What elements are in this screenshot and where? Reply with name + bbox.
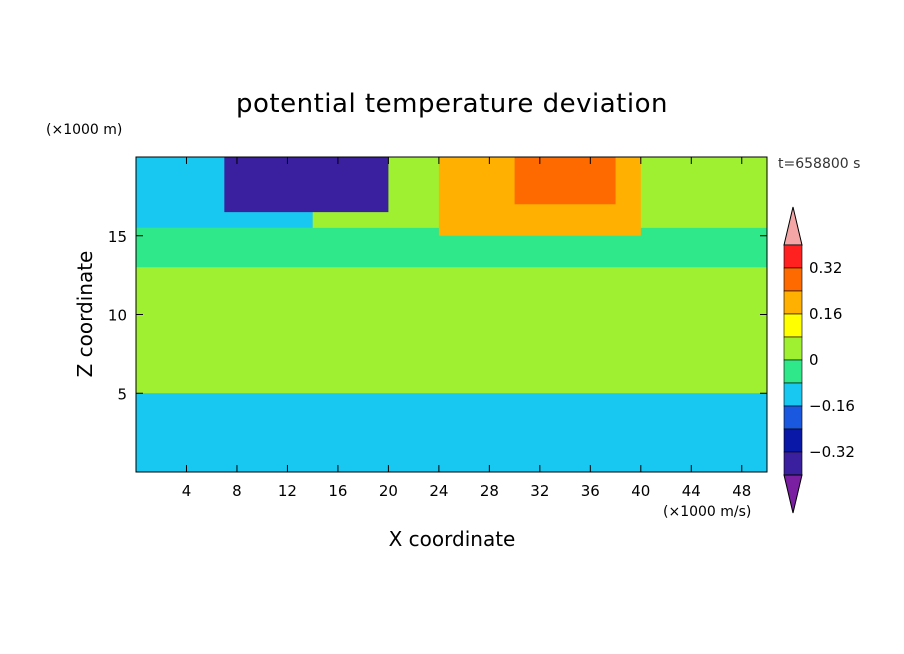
x-tick-label: 36 bbox=[581, 482, 600, 500]
y-tick-label: 15 bbox=[108, 228, 127, 246]
colorbar-label: −0.16 bbox=[809, 397, 855, 415]
colorbar-label: −0.32 bbox=[809, 443, 855, 461]
colorbar-segment bbox=[783, 290, 803, 315]
x-tick-label: 8 bbox=[232, 482, 242, 500]
field-region-7 bbox=[136, 393, 767, 472]
x-tick-label: 28 bbox=[480, 482, 499, 500]
x-tick-label: 32 bbox=[530, 482, 549, 500]
colorbar-label: 0.32 bbox=[809, 259, 842, 277]
colorbar-label: 0 bbox=[809, 351, 819, 369]
chart-title: potential temperature deviation bbox=[236, 89, 668, 119]
colorbar-segment bbox=[783, 428, 803, 453]
colorbar-segment bbox=[783, 336, 803, 361]
x-tick-label: 20 bbox=[379, 482, 398, 500]
y-unit-label: (×1000 m) bbox=[46, 122, 122, 138]
colorbar-segment bbox=[783, 451, 803, 476]
x-tick-label: 12 bbox=[278, 482, 297, 500]
field-region-4 bbox=[224, 157, 389, 213]
colorbar-extend-min bbox=[783, 474, 803, 514]
colorbar: 0.32 0.16 0 −0.16 −0.32 bbox=[783, 206, 855, 514]
colorbar-segment bbox=[783, 244, 803, 269]
x-tick-label: 40 bbox=[631, 482, 650, 500]
x-unit-label: (×1000 m/s) bbox=[663, 504, 751, 520]
colorbar-label: 0.16 bbox=[809, 305, 842, 323]
y-axis-label: Z coordinate bbox=[73, 251, 97, 378]
colorbar-segment bbox=[783, 405, 803, 430]
colorbar-extend-max bbox=[783, 206, 803, 246]
y-tick-label: 10 bbox=[108, 307, 127, 325]
colorbar-segment bbox=[783, 267, 803, 292]
time-label: t=658800 s bbox=[778, 156, 860, 172]
x-tick-label: 44 bbox=[682, 482, 701, 500]
colorbar-segment bbox=[783, 359, 803, 384]
y-tick-label: 5 bbox=[117, 385, 127, 403]
x-axis-ticks: 4 8 12 16 20 24 28 32 36 40 44 48 bbox=[182, 157, 751, 500]
y-axis-ticks: 5 10 15 bbox=[108, 228, 767, 403]
colorbar-segment bbox=[783, 382, 803, 407]
x-axis-label: X coordinate bbox=[389, 527, 516, 551]
x-tick-label: 24 bbox=[429, 482, 448, 500]
x-tick-label: 48 bbox=[732, 482, 751, 500]
x-tick-label: 16 bbox=[328, 482, 347, 500]
field-region-6 bbox=[514, 157, 616, 205]
x-tick-label: 4 bbox=[182, 482, 192, 500]
colorbar-segment bbox=[783, 313, 803, 338]
heatmap-field bbox=[136, 157, 767, 472]
